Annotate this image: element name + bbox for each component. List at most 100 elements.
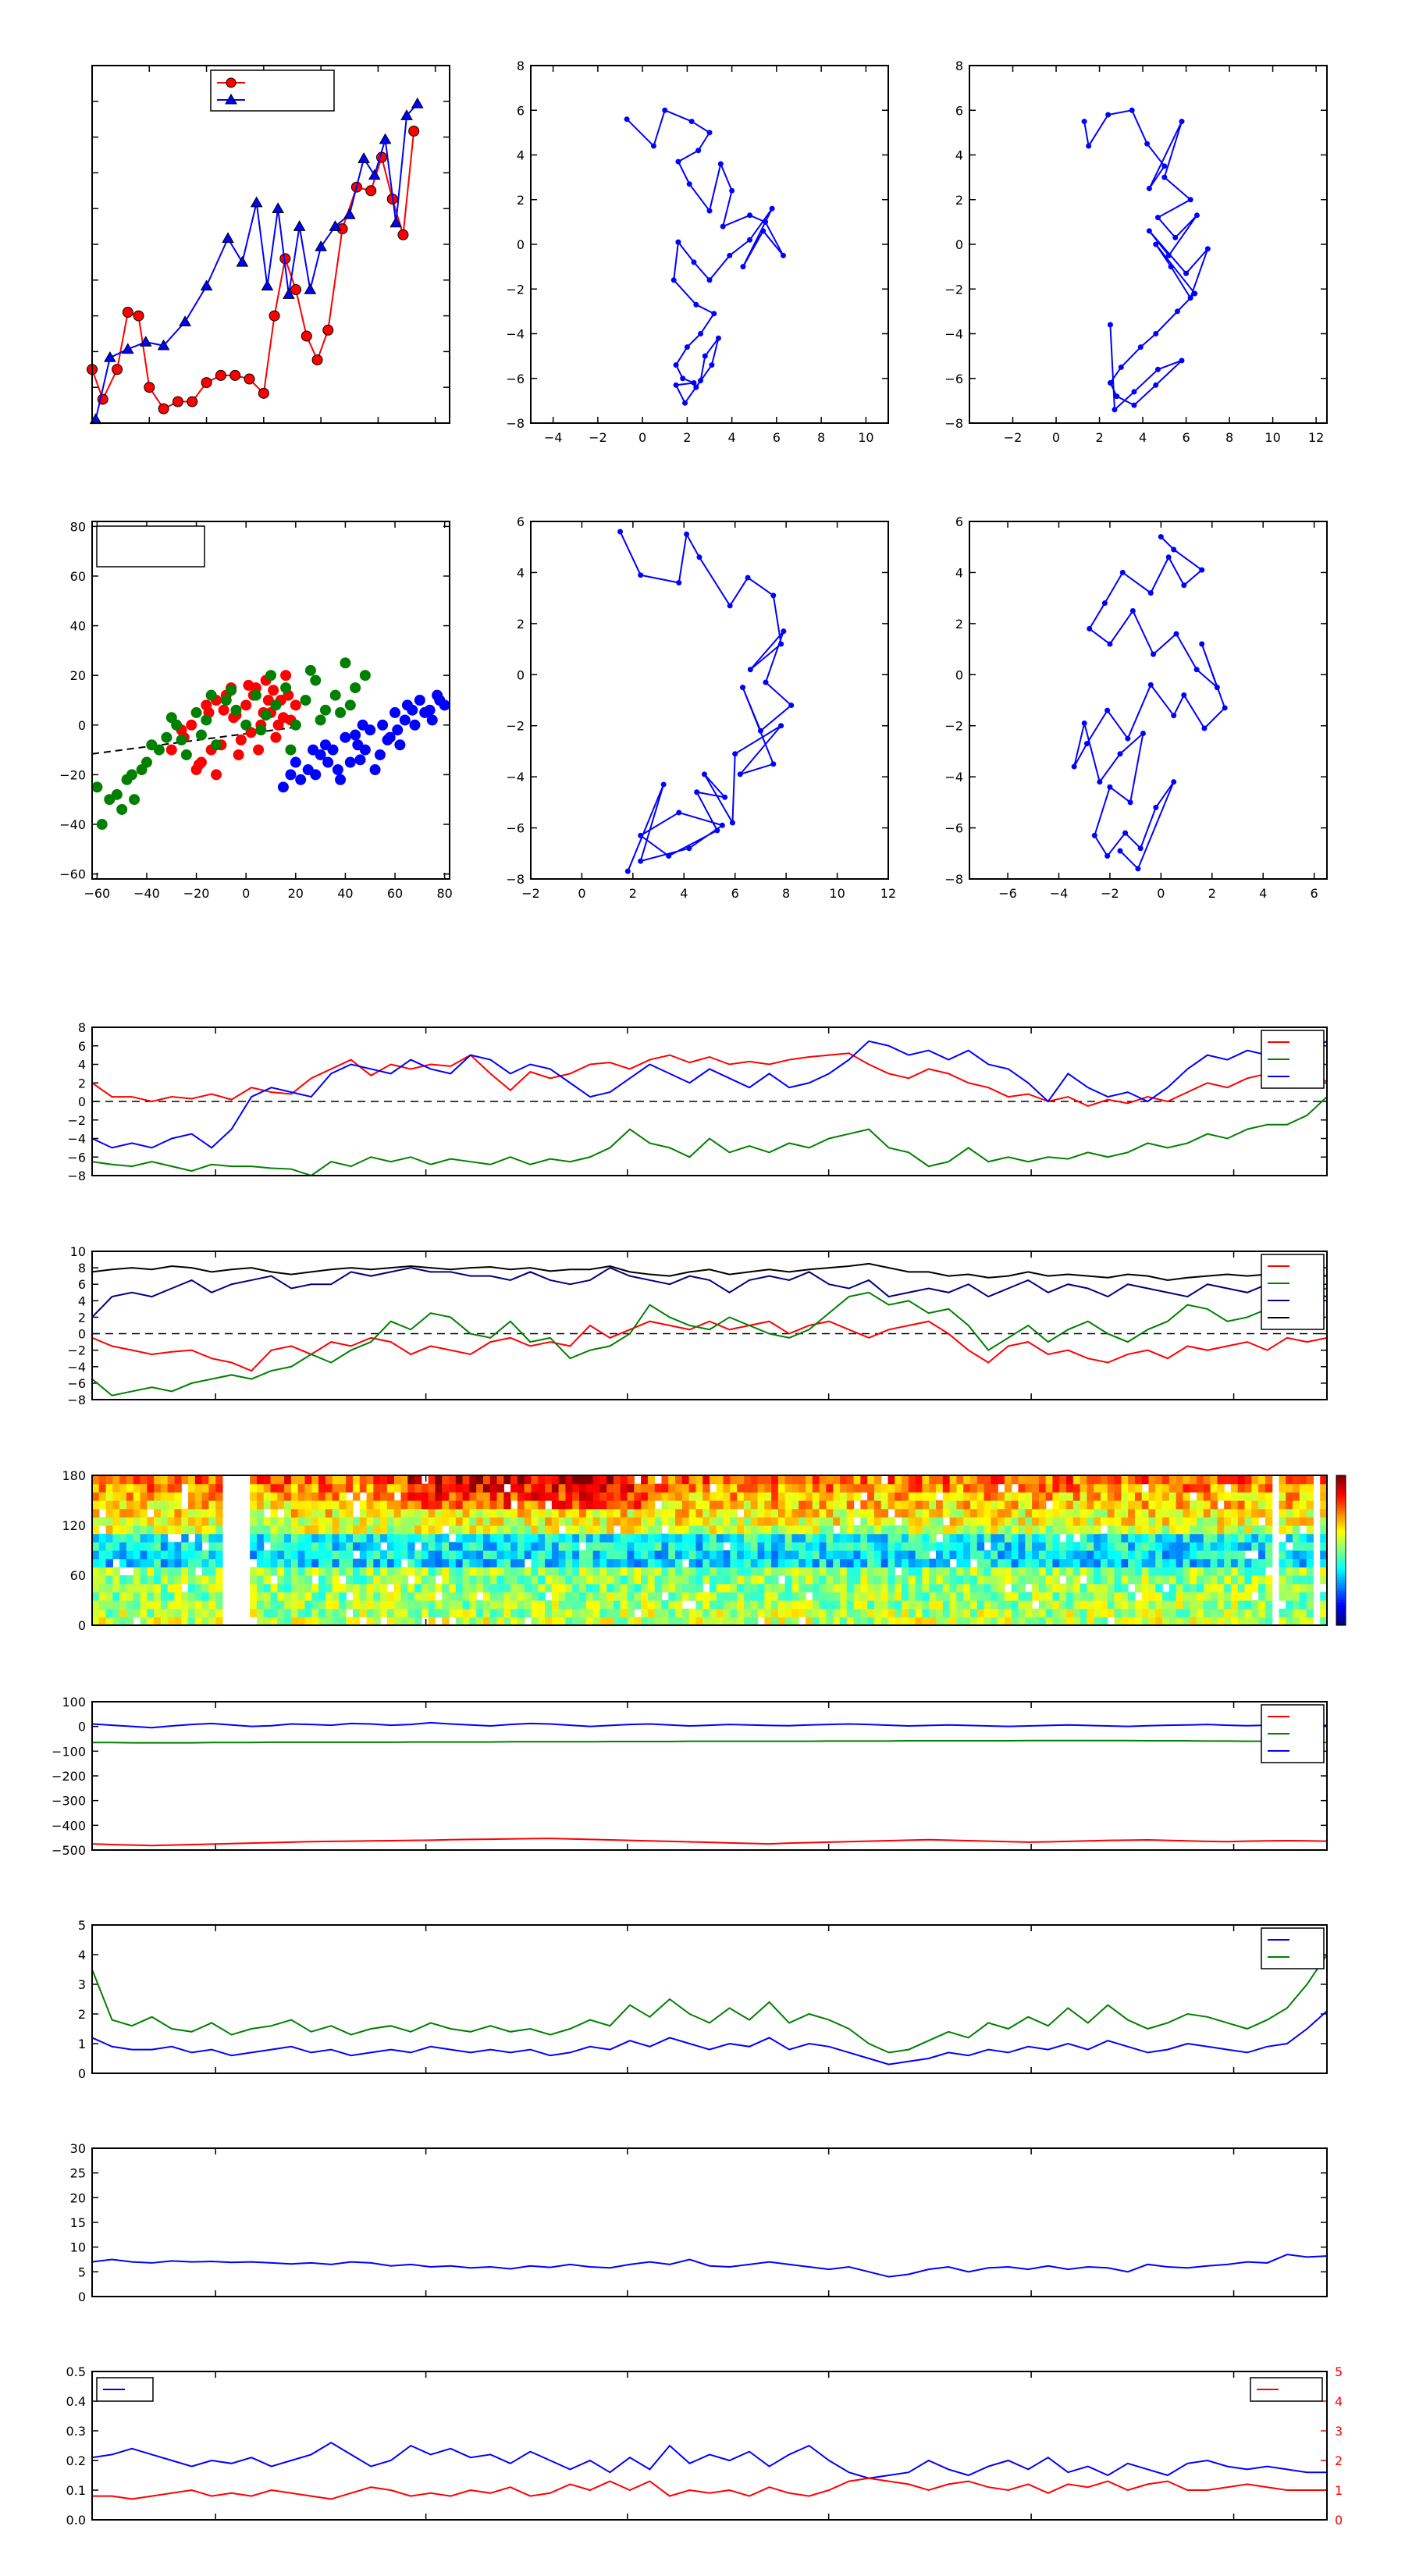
heatmap-cell — [976, 1533, 985, 1542]
x-tick-label: 0 — [578, 886, 585, 901]
heatmap-cell — [1155, 1592, 1163, 1601]
heatmap-cell — [1107, 1475, 1115, 1485]
heatmap-cell — [634, 1542, 642, 1551]
heatmap-cell — [991, 1533, 998, 1542]
heatmap-cell — [819, 1500, 827, 1510]
heatmap-cell — [510, 1542, 518, 1551]
y-tick-label: 0.3 — [66, 2424, 86, 2439]
heatmap-cell — [112, 1508, 120, 1517]
heatmap-cell — [1286, 1492, 1293, 1501]
heatmap-cell — [1244, 1492, 1252, 1501]
heatmap-cell — [1320, 1492, 1328, 1501]
y-tick-label: 4 — [517, 148, 525, 163]
heatmap-cell — [695, 1550, 703, 1560]
heatmap-cell — [442, 1550, 450, 1560]
heatmap-cell — [496, 1525, 504, 1535]
heatmap-cell — [435, 1583, 443, 1592]
data-point — [408, 125, 420, 137]
heatmap-cell — [880, 1525, 889, 1535]
heatmap-cell — [826, 1600, 834, 1610]
y-tick-label: 0 — [517, 237, 525, 252]
heatmap-cell — [1087, 1525, 1094, 1535]
heatmap-cell — [325, 1617, 333, 1626]
heatmap-cell — [730, 1608, 738, 1617]
heatmap-cell — [346, 1533, 354, 1542]
y-tick-label: −500 — [52, 1843, 86, 1858]
heatmap-cell — [991, 1508, 998, 1517]
heatmap-cell — [579, 1575, 587, 1585]
heatmap-cell — [908, 1542, 916, 1551]
heatmap-cell — [641, 1475, 649, 1485]
heatmap-cell — [510, 1508, 518, 1517]
data-point — [146, 739, 158, 751]
heatmap-cell — [826, 1567, 834, 1576]
heatmap-cell — [873, 1475, 882, 1485]
heatmap-cell — [442, 1617, 450, 1626]
heatmap-cell — [373, 1592, 381, 1601]
heatmap-cell — [627, 1600, 635, 1610]
heatmap-cell — [1148, 1525, 1156, 1535]
heatmap-cell — [1141, 1492, 1150, 1501]
heatmap-cell — [1210, 1592, 1218, 1601]
heatmap-cell — [1032, 1492, 1040, 1501]
heatmap-cell — [833, 1617, 841, 1626]
heatmap-cell — [366, 1483, 374, 1493]
heatmap-cell — [112, 1475, 120, 1485]
heatmap-cell — [799, 1558, 806, 1567]
heatmap-cell — [647, 1558, 656, 1567]
heatmap-cell — [1025, 1567, 1033, 1576]
heatmap-cell — [1224, 1608, 1232, 1617]
data-point — [165, 712, 177, 724]
heatmap-cell — [1197, 1525, 1204, 1535]
heatmap-cell — [1018, 1542, 1026, 1551]
colorbar-cell — [1336, 1540, 1346, 1543]
heatmap-cell — [812, 1492, 820, 1501]
heatmap-cell — [634, 1483, 642, 1493]
data-point — [747, 667, 753, 673]
heatmap-cell — [887, 1525, 895, 1535]
colorbar-cell — [1336, 1550, 1346, 1553]
heatmap-cell — [1148, 1567, 1156, 1576]
heatmap-cell — [839, 1600, 848, 1610]
heatmap-cell — [1004, 1575, 1012, 1585]
heatmap-cell — [373, 1542, 381, 1551]
colorbar-cell — [1336, 1578, 1346, 1581]
heatmap-cell — [517, 1583, 525, 1592]
heatmap-cell — [1279, 1575, 1286, 1585]
heatmap-cell — [1045, 1583, 1054, 1592]
heatmap-cell — [1018, 1533, 1026, 1542]
heatmap-cell — [1286, 1583, 1293, 1592]
heatmap-cell — [710, 1475, 717, 1485]
heatmap-cell — [98, 1492, 107, 1501]
heatmap-cell — [1299, 1558, 1307, 1567]
data-point — [327, 744, 339, 756]
x-tick-label: −40 — [133, 886, 160, 901]
heatmap-cell — [1168, 1608, 1177, 1617]
colorbar-cell — [1336, 1620, 1346, 1624]
heatmap-cell — [620, 1483, 628, 1493]
heatmap-cell — [1210, 1525, 1218, 1535]
heatmap-cell — [126, 1600, 134, 1610]
data-point — [1153, 804, 1159, 810]
heatmap-cell — [833, 1492, 841, 1501]
heatmap-cell — [256, 1583, 265, 1592]
heatmap-cell — [1210, 1575, 1218, 1585]
data-point — [1144, 141, 1151, 147]
heatmap-cell — [902, 1483, 909, 1493]
heatmap-cell — [976, 1475, 985, 1485]
heatmap-cell — [1080, 1583, 1087, 1592]
heatmap-cell — [1203, 1483, 1211, 1493]
heatmap-cell — [105, 1617, 113, 1626]
heatmap-cell — [867, 1508, 875, 1517]
heatmap-cell — [154, 1508, 162, 1517]
heatmap-cell — [716, 1533, 724, 1542]
heatmap-cell — [1018, 1475, 1026, 1485]
heatmap-cell — [332, 1500, 340, 1510]
heatmap-cell — [469, 1567, 477, 1576]
heatmap-cell — [373, 1492, 381, 1501]
heatmap-cell — [359, 1533, 368, 1542]
heatmap-cell — [476, 1533, 484, 1542]
heatmap-cell — [414, 1475, 422, 1485]
heatmap-cell — [421, 1608, 429, 1617]
heatmap-cell — [895, 1475, 902, 1485]
